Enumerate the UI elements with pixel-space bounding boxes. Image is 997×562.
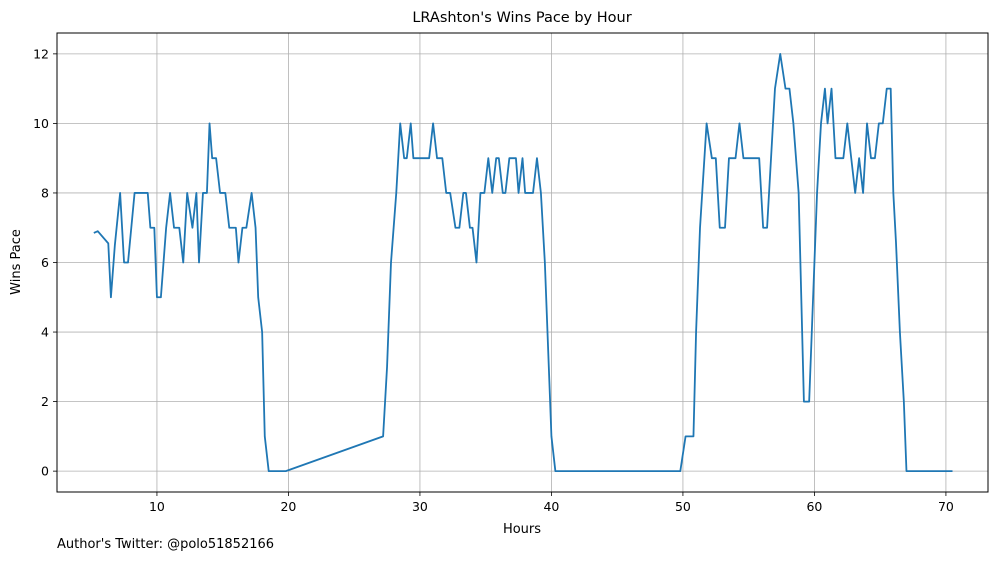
y-tick-label: 0	[41, 464, 49, 479]
y-tick-label: 8	[41, 185, 49, 200]
y-tick-label: 12	[33, 46, 49, 61]
x-tick-label: 30	[412, 499, 428, 514]
x-axis-label: Hours	[503, 522, 541, 537]
chart-title: LRAshton's Wins Pace by Hour	[412, 10, 631, 26]
y-tick-label: 2	[41, 394, 49, 409]
x-tick-label: 50	[675, 499, 691, 514]
x-tick-label: 20	[280, 499, 296, 514]
series-line	[93, 52, 953, 473]
x-tick-label: 40	[543, 499, 559, 514]
y-tick-label: 6	[41, 255, 49, 270]
y-tick-label: 4	[41, 325, 49, 340]
series-layer	[93, 52, 953, 473]
x-tick-label: 60	[806, 499, 822, 514]
y-tick-label: 10	[33, 116, 49, 131]
x-tick-label: 10	[149, 499, 165, 514]
grid-lines	[57, 33, 988, 492]
x-tick-label: 70	[938, 499, 954, 514]
author-credit: Author's Twitter: @polo51852166	[57, 537, 275, 552]
y-axis-label: Wins Pace	[9, 229, 24, 295]
axis-ticks: 10 20 30 40 50 60 70 0 2 4 6 8 10 12	[33, 46, 954, 514]
